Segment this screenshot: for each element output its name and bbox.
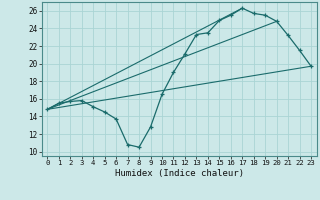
X-axis label: Humidex (Indice chaleur): Humidex (Indice chaleur) [115, 169, 244, 178]
